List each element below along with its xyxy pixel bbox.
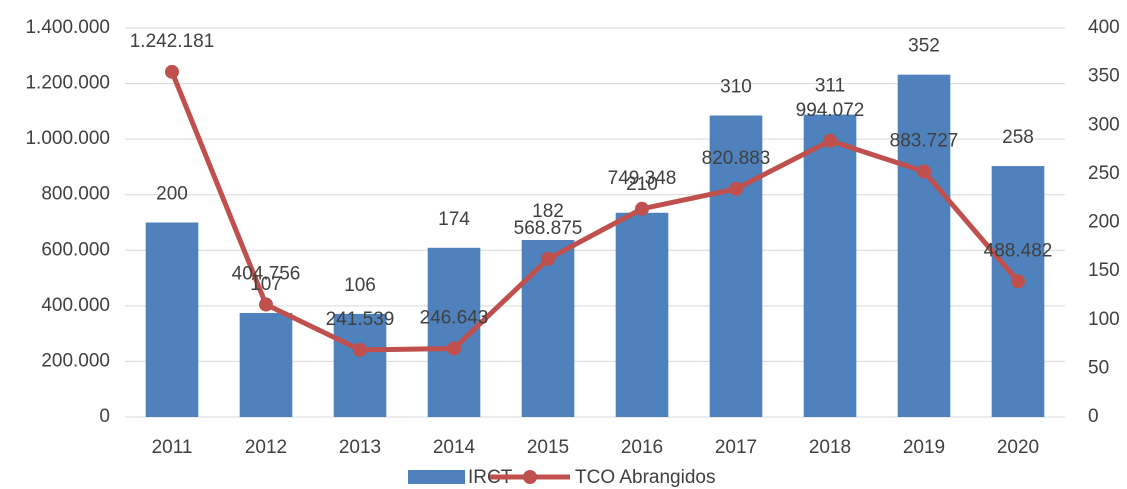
y2-tick-label: 150: [1088, 260, 1120, 281]
line: [169, 70, 1020, 353]
x-tick-label: 2013: [339, 437, 381, 458]
legend-marker: [523, 470, 537, 484]
x-tick-label: 2020: [997, 437, 1039, 458]
x-tick-label: 2014: [433, 437, 476, 458]
bar: [897, 74, 951, 418]
y2-tick-label: 250: [1088, 163, 1120, 184]
line-value-label: 488.482: [984, 240, 1053, 261]
bar: [803, 114, 857, 418]
bar-value-label: 311: [815, 76, 845, 97]
line-value-label: 568.875: [514, 218, 583, 239]
line-value-label: 404.756: [232, 264, 301, 285]
legend-swatch: [408, 470, 465, 484]
line-value-label: 820.883: [702, 148, 771, 169]
bar-value-label: 174: [438, 209, 470, 230]
line-value-label: 246.643: [420, 307, 489, 328]
y-tick-label: 1.400.000: [25, 17, 110, 38]
y2-tick-label: 0: [1088, 406, 1099, 427]
bar: [145, 222, 199, 417]
x-tick-label: 2017: [715, 437, 757, 458]
y2-tick-label: 200: [1088, 212, 1120, 233]
x-tick-label: 2019: [903, 437, 945, 458]
y-tick-label: 200.000: [41, 350, 110, 371]
line-marker: [823, 133, 837, 148]
bar-value-label: 310: [720, 77, 752, 98]
y2-tick-label: 100: [1088, 309, 1120, 330]
line-value-label: 1.242.181: [130, 31, 215, 52]
line-value-label: 241.539: [326, 309, 395, 330]
y-tick-label: 600.000: [41, 239, 110, 260]
line-marker: [165, 64, 179, 79]
x-tick-label: 2016: [621, 437, 663, 458]
line-marker: [259, 297, 273, 312]
line-marker: [1011, 274, 1025, 289]
bar-value-label: 210: [626, 174, 658, 195]
line-value-label: 883.727: [890, 130, 959, 151]
bar: [991, 166, 1045, 417]
bar-value-label: 352: [908, 36, 940, 57]
y-tick-label: 1.000.000: [25, 128, 110, 149]
y2-tick-label: 300: [1088, 114, 1120, 135]
line-marker: [635, 201, 649, 216]
x-tick-label: 2012: [245, 437, 287, 458]
bar: [709, 115, 763, 418]
y-tick-label: 800.000: [41, 184, 110, 205]
line-marker: [729, 181, 743, 196]
line-value-label: 994.072: [796, 100, 865, 121]
bar-value-label: 258: [1002, 127, 1034, 148]
y-tick-label: 400.000: [41, 295, 110, 316]
bar: [239, 312, 293, 417]
line-marker: [917, 164, 931, 179]
bar-value-label: 182: [532, 201, 564, 222]
line-marker: [541, 251, 555, 266]
x-tick-label: 2011: [152, 437, 193, 458]
bar-value-label: 200: [156, 184, 188, 205]
line-value-label: 749.348: [608, 168, 677, 189]
y2-tick-label: 400: [1088, 17, 1120, 38]
x-tick-label: 2015: [527, 437, 569, 458]
bar: [615, 212, 669, 417]
y-tick-label: 0: [99, 406, 110, 427]
bar: [521, 240, 575, 417]
y2-tick-label: 50: [1088, 357, 1109, 378]
bar-value-label: 107: [250, 274, 282, 295]
line-marker: [353, 342, 367, 357]
legend-label: TCO Abrangidos: [575, 467, 715, 488]
y2-tick-label: 350: [1088, 66, 1120, 87]
bar-value-label: 106: [344, 275, 376, 296]
x-tick-label: 2018: [809, 437, 851, 458]
line-marker: [447, 341, 461, 356]
bar: [333, 313, 387, 417]
y-tick-label: 1.200.000: [25, 73, 110, 94]
